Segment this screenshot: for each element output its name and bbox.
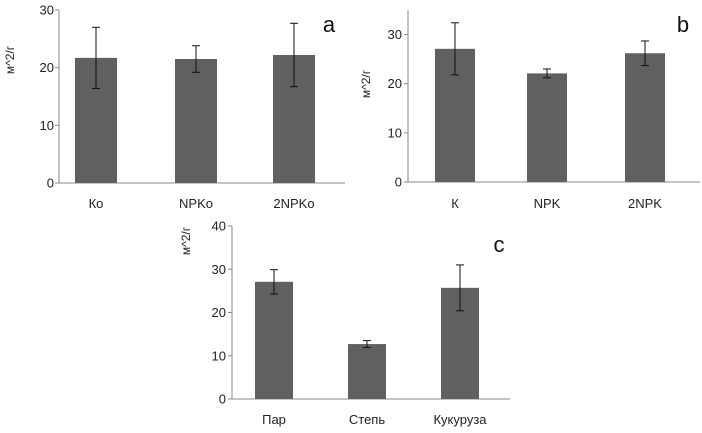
y-tick-label-c-30: 30: [212, 262, 226, 277]
y-tick-label-a-10: 10: [40, 118, 54, 133]
y-tick-label-c-0: 0: [219, 392, 226, 407]
category-label-b-2: NPK: [534, 196, 561, 211]
category-label-c-2: Степь: [349, 412, 385, 427]
bar-a-2: [175, 59, 217, 184]
bar-c-2: [348, 344, 386, 399]
category-label-b-3: 2NPK: [628, 196, 662, 211]
panel-label-c: c: [494, 232, 505, 257]
y-axis-label-c: м^2/г: [179, 226, 193, 255]
panel-label-b: b: [677, 12, 689, 37]
y-tick-label-a-30: 30: [40, 3, 54, 18]
chart-panel-b: 0 10 20 30 м^2/г b К NPK 2NPK: [359, 10, 700, 211]
y-axis-label-b: м^2/г: [359, 69, 373, 98]
y-tick-label-a-0: 0: [47, 176, 54, 191]
y-tick-label-a-20: 20: [40, 60, 54, 75]
panel-label-a: a: [323, 12, 336, 37]
y-tick-label-b-0: 0: [395, 175, 402, 190]
y-tick-label-b-10: 10: [388, 125, 402, 140]
category-label-c-3: Кукуруза: [433, 412, 487, 427]
bar-c-1: [255, 281, 293, 399]
category-label-a-3: 2NPKо: [273, 196, 314, 211]
chart-panel-a: 0 10 20 30 м^2/г a Ко NPKо 2NPKо: [3, 3, 345, 211]
bar-b-2: [527, 73, 567, 182]
category-label-a-2: NPKо: [179, 196, 213, 211]
bar-b-3: [625, 53, 665, 183]
category-label-a-1: Ко: [89, 196, 104, 211]
y-axis-label-a: м^2/г: [3, 45, 17, 74]
y-tick-label-b-20: 20: [388, 76, 402, 91]
chart-panel-c: 0 10 20 30 40 м^2/г c Пар Степь Кукуруза: [179, 219, 510, 427]
y-tick-label-c-40: 40: [212, 219, 226, 234]
category-label-b-1: К: [451, 196, 459, 211]
y-tick-label-c-20: 20: [212, 305, 226, 320]
category-label-c-1: Пар: [262, 412, 286, 427]
y-tick-label-b-30: 30: [388, 27, 402, 42]
y-tick-label-c-10: 10: [212, 348, 226, 363]
